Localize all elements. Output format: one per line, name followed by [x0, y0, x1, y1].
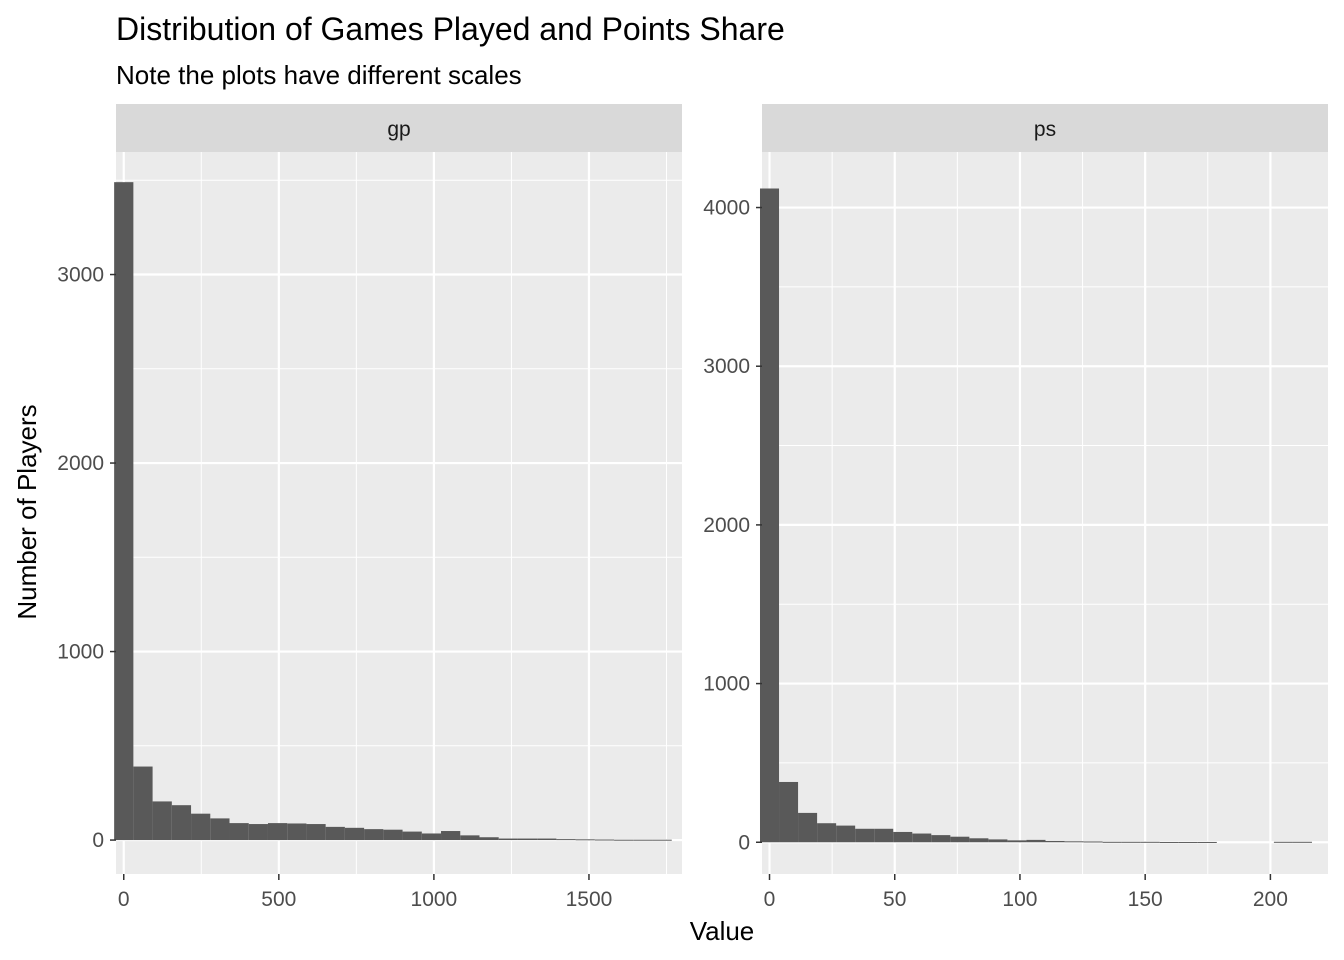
histogram-bar — [114, 182, 134, 841]
y-tick-label: 0 — [92, 829, 104, 852]
panel-background — [762, 152, 1328, 874]
histogram-bar — [950, 836, 970, 843]
histogram-bar — [248, 824, 268, 841]
panel-background — [116, 152, 682, 874]
histogram-bar — [171, 805, 192, 841]
x-tick-label: 0 — [764, 888, 776, 911]
histogram-bar — [931, 835, 951, 843]
facet-panel-gp: gp 0 1000 2000 3000 0 500 1000 1500 — [57, 104, 682, 911]
y-tick-label: 3000 — [57, 264, 104, 287]
histogram-bar — [479, 837, 499, 841]
histogram-bar — [1273, 841, 1293, 843]
histogram-bar — [1178, 841, 1198, 843]
histogram-bar — [556, 839, 576, 841]
histogram-bar — [594, 839, 615, 841]
x-tick-label: 1000 — [411, 888, 458, 911]
y-tick-label: 4000 — [703, 197, 750, 220]
x-tick-label: 500 — [261, 888, 296, 911]
facet-strip-gp — [116, 104, 682, 152]
histogram-bar — [1064, 841, 1084, 843]
histogram-bar — [537, 838, 557, 841]
histogram-bars — [114, 182, 672, 841]
histogram-bar — [614, 839, 634, 841]
facet-label-gp: gp — [387, 118, 410, 141]
y-tick-label: 3000 — [703, 355, 750, 378]
histogram-bar — [1045, 840, 1065, 843]
histogram-bar — [874, 828, 894, 843]
histogram-bar — [817, 823, 837, 843]
histogram-bar — [893, 831, 913, 843]
y-tick-label: 2000 — [703, 514, 750, 537]
histogram-bar — [441, 831, 461, 841]
x-tick-label: 0 — [118, 888, 130, 911]
histogram-bar — [1083, 841, 1103, 843]
histogram-bar — [267, 823, 288, 841]
histogram-bar — [133, 766, 153, 841]
y-tick-label: 1000 — [57, 641, 104, 664]
histogram-bar — [306, 824, 326, 841]
histogram-bar — [969, 838, 989, 843]
x-tick-label: 100 — [1002, 888, 1037, 911]
chart-title: Distribution of Games Played and Points … — [116, 11, 785, 47]
histogram-bar — [1026, 839, 1046, 843]
histogram-bar — [364, 829, 384, 841]
histogram-bar — [633, 839, 653, 841]
histogram-bar — [1159, 841, 1179, 843]
histogram-bar — [575, 839, 595, 841]
histogram-bar — [759, 188, 780, 843]
histogram-bar — [229, 823, 249, 841]
histogram-bar — [1007, 840, 1027, 843]
y-tick-label: 0 — [738, 831, 750, 854]
histogram-bar — [421, 833, 442, 841]
histogram-bar — [210, 818, 230, 841]
histogram-bar — [383, 829, 403, 841]
y-tick-label: 1000 — [703, 673, 750, 696]
histogram-bar — [652, 839, 672, 841]
histogram-bar — [1140, 841, 1160, 843]
histogram-bar — [1102, 841, 1122, 843]
y-axis-title: Number of Players — [12, 404, 42, 619]
histogram-bar — [325, 826, 345, 841]
histogram-bar — [517, 838, 538, 841]
x-tick-label: 200 — [1253, 888, 1288, 911]
histogram-bar — [836, 825, 856, 843]
histogram-bar — [1292, 841, 1312, 843]
histogram-bar — [498, 838, 518, 841]
facet-panel-ps: ps 0 1000 2000 3000 4000 0 50 100 150 200 — [703, 104, 1328, 911]
x-tick-label: 150 — [1128, 888, 1163, 911]
histogram-bar — [1197, 841, 1217, 843]
histogram-bar — [344, 827, 365, 841]
histogram-bar — [798, 812, 818, 843]
chart-subtitle: Note the plots have different scales — [116, 60, 522, 90]
axis-ticks: 0 1000 2000 3000 4000 0 50 100 150 200 — [703, 197, 1288, 911]
x-tick-label: 50 — [883, 888, 906, 911]
histogram-bar — [191, 813, 211, 841]
histogram-bar — [1121, 841, 1141, 843]
histogram-bar — [460, 835, 480, 841]
histogram-bars — [759, 188, 1312, 843]
histogram-bar — [855, 828, 875, 843]
x-tick-label: 1500 — [566, 888, 613, 911]
histogram-bar — [402, 831, 422, 841]
histogram-bar — [152, 801, 172, 841]
histogram-bar — [988, 839, 1008, 843]
y-tick-label: 2000 — [57, 452, 104, 475]
histogram-bar — [912, 833, 932, 843]
axis-ticks: 0 1000 2000 3000 0 500 1000 1500 — [57, 264, 612, 911]
histogram-bar — [287, 823, 307, 841]
facet-strip-ps — [762, 104, 1328, 152]
histogram-bar — [779, 781, 799, 843]
facet-label-ps: ps — [1034, 118, 1056, 141]
x-axis-title: Value — [690, 916, 755, 946]
